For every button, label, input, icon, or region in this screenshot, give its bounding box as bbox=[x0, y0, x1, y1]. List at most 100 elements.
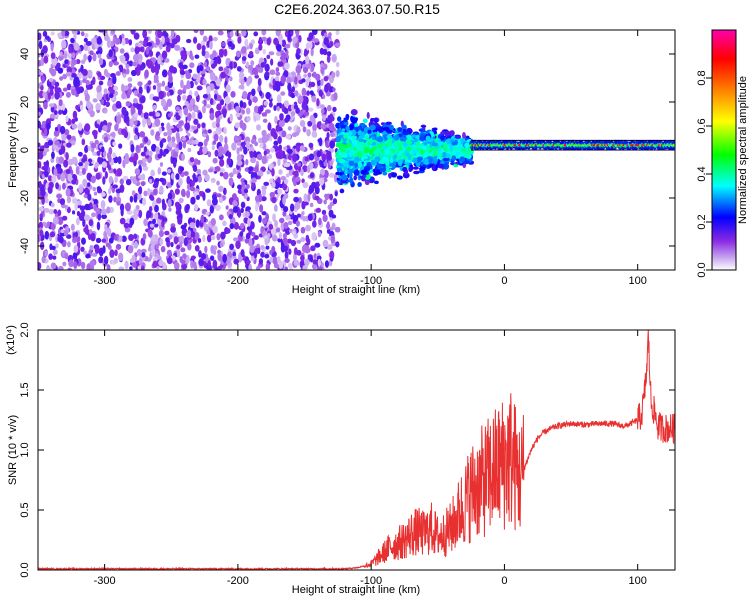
spectrogram-cell bbox=[239, 145, 243, 152]
spectrogram-cell bbox=[182, 140, 187, 149]
spectrogram-cell bbox=[209, 255, 215, 261]
spectrogram-cell bbox=[64, 59, 69, 65]
spectrogram-cell bbox=[236, 66, 242, 72]
spectrogram-cell bbox=[64, 252, 69, 260]
spectrogram-cell bbox=[48, 253, 53, 260]
spectrogram-cell bbox=[181, 153, 185, 161]
spectrogram-cell bbox=[147, 30, 152, 35]
spectrogram-cell bbox=[258, 193, 263, 203]
spectrogram-cell bbox=[320, 108, 325, 114]
spectrogram-cell bbox=[188, 94, 192, 100]
spectrogram-cell bbox=[102, 125, 108, 132]
spectrogram-cell bbox=[98, 80, 104, 86]
spectrogram-cell bbox=[278, 61, 284, 67]
spectrogram-cell bbox=[152, 218, 156, 225]
spectrogram-cell bbox=[84, 161, 90, 166]
spectrogram-cell bbox=[376, 131, 380, 138]
snr-plot-area bbox=[38, 330, 675, 570]
spectrogram-cell bbox=[235, 112, 241, 118]
spectrogram-cell bbox=[152, 260, 158, 268]
spectrogram-cell bbox=[142, 233, 147, 241]
spectrogram-cell bbox=[409, 164, 413, 168]
spectrogram-cell bbox=[455, 151, 459, 157]
spectrogram-cell bbox=[73, 32, 77, 40]
spectrogram-cell bbox=[92, 98, 98, 103]
spectrogram-cell bbox=[175, 132, 180, 140]
spectrogram-cell bbox=[46, 266, 51, 270]
spectrogram-cell bbox=[122, 72, 127, 78]
spectrogram-cell bbox=[290, 110, 296, 117]
spectrogram-cell bbox=[129, 118, 134, 128]
spectrogram-cell bbox=[68, 46, 72, 54]
y-tick-label: 1.5 bbox=[19, 382, 31, 397]
spectrogram-cell bbox=[203, 61, 208, 68]
spectrogram-cell bbox=[248, 99, 252, 107]
spectrogram-cell bbox=[228, 172, 234, 178]
spectrogram-cell bbox=[388, 173, 392, 178]
spectrogram-cell bbox=[233, 258, 239, 265]
spectrogram-cell bbox=[147, 80, 152, 86]
spectrogram-cell bbox=[284, 162, 291, 168]
spectrogram-cell bbox=[66, 134, 72, 140]
spectrogram-cell bbox=[143, 218, 148, 227]
spectrogram-cell bbox=[369, 124, 376, 131]
spectrogram-cell bbox=[246, 226, 251, 231]
spectrogram-cell bbox=[194, 54, 200, 59]
spectrogram-cell bbox=[186, 175, 191, 185]
spectrogram-cell bbox=[121, 83, 125, 93]
spectrogram-cell bbox=[332, 87, 336, 92]
spectrogram-cell bbox=[54, 140, 60, 146]
spectrogram-cell bbox=[353, 175, 358, 181]
spectrogram-cell bbox=[457, 146, 464, 150]
spectrogram-cell bbox=[227, 102, 232, 111]
spectrogram-cell bbox=[287, 34, 291, 41]
spectrogram-cell bbox=[282, 237, 288, 244]
spectrogram-cell bbox=[330, 234, 336, 244]
spectrogram-cell bbox=[176, 244, 181, 250]
spectrogram-cell bbox=[453, 146, 459, 152]
spectrogram-cell bbox=[335, 30, 340, 36]
spectrogram-cell bbox=[87, 193, 92, 201]
spectrogram-cell bbox=[123, 156, 130, 165]
spectrogram-cell bbox=[112, 141, 117, 147]
spectrogram-cell bbox=[320, 262, 324, 268]
spectrogram-cell bbox=[273, 104, 277, 112]
spectrogram-cell bbox=[118, 266, 125, 270]
spectrogram-cell bbox=[417, 144, 425, 149]
spectrogram-cell bbox=[57, 216, 64, 226]
spectrogram-cell bbox=[175, 106, 180, 111]
spectrogram-cell bbox=[108, 60, 113, 68]
spectrogram-cell bbox=[266, 232, 271, 238]
spectrogram-cell bbox=[106, 206, 111, 214]
spectrogram-cell bbox=[55, 146, 59, 153]
spectrogram-cell bbox=[230, 91, 236, 98]
spectrogram-cell bbox=[189, 156, 195, 163]
spectrogram-cell bbox=[166, 257, 173, 265]
spectrogram-cell bbox=[225, 227, 231, 234]
spectrogram-cell bbox=[367, 129, 372, 134]
spectrogram-cell bbox=[299, 120, 306, 127]
spectrogram-cell bbox=[295, 65, 302, 74]
spectrogram-cell bbox=[38, 120, 41, 129]
spectrogram-cell bbox=[155, 243, 160, 250]
spectrogram-cell bbox=[86, 100, 92, 109]
spectrogram-cell bbox=[171, 136, 176, 143]
spectrogram-cell bbox=[240, 78, 245, 86]
spectrogram-cell bbox=[141, 162, 147, 167]
spectrogram-cell bbox=[267, 154, 273, 160]
spectrogram-cell bbox=[254, 248, 260, 254]
spectrogram-cell bbox=[73, 261, 78, 270]
spectrogram-cell bbox=[251, 231, 256, 237]
spectrogram-cell bbox=[451, 155, 457, 162]
spectrogram-cell bbox=[238, 72, 245, 79]
spectrogram-cell bbox=[331, 222, 336, 231]
spectrogram-cell bbox=[240, 207, 244, 214]
spectrogram-cell bbox=[202, 129, 208, 134]
spectrogram-cell bbox=[264, 253, 270, 259]
spectrogram-cell bbox=[324, 194, 330, 201]
spectrogram-cell bbox=[133, 241, 139, 249]
spectrogram-cell bbox=[232, 206, 239, 214]
spectrogram-cell bbox=[380, 159, 386, 164]
spectrogram-cell bbox=[142, 165, 149, 171]
